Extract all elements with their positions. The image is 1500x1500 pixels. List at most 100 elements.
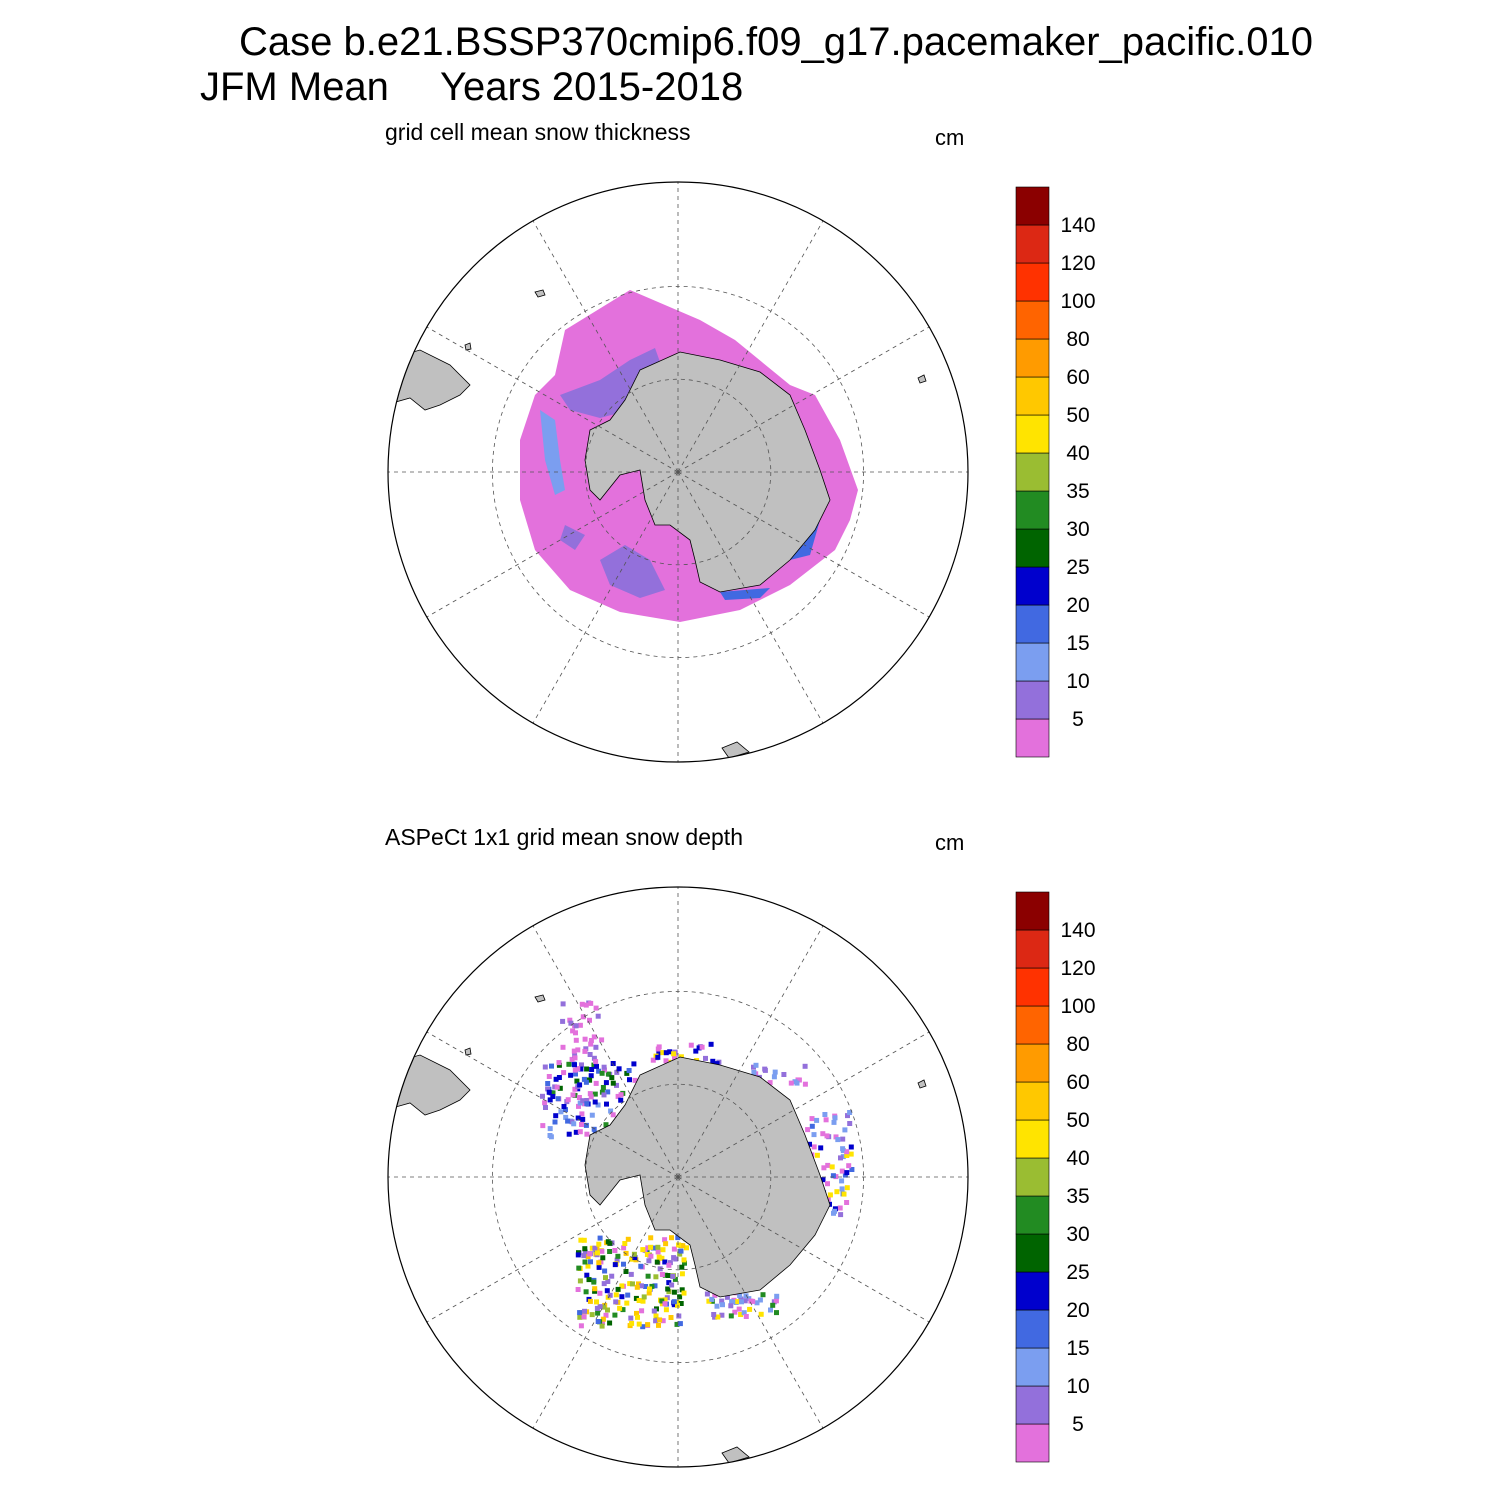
- colorbar-obs: 5 10 15 20 25 30 35 40 50 60 80 100 120 140: [1015, 891, 1096, 1463]
- observation-cell: [632, 1077, 638, 1083]
- map-gridlines: [388, 182, 968, 762]
- observation-cell: [615, 1093, 621, 1099]
- observation-cell: [583, 1122, 589, 1128]
- observation-cell: [602, 1268, 608, 1274]
- observation-cell: [592, 1099, 598, 1105]
- observation-cell: [831, 1119, 837, 1125]
- observation-cell: [545, 1086, 551, 1092]
- island-b: [464, 1047, 472, 1056]
- colorbar-tick-label: 25: [1066, 556, 1089, 579]
- observation-cell: [632, 1255, 638, 1261]
- observation-cell: [844, 1149, 850, 1155]
- observation-cell: [610, 1061, 616, 1066]
- colorbar-swatch: [1015, 718, 1050, 758]
- observation-cell: [566, 1061, 572, 1067]
- observation-cell: [659, 1298, 665, 1304]
- meridian-line: [426, 471, 679, 618]
- observation-cell: [601, 1064, 607, 1070]
- meridian-line: [677, 471, 930, 618]
- observation-cell: [616, 1066, 622, 1072]
- observation-cell: [641, 1294, 647, 1300]
- observation-cell: [635, 1314, 640, 1320]
- observation-cell: [563, 1107, 568, 1113]
- observation-cell: [728, 1303, 734, 1309]
- observation-cell: [584, 1098, 590, 1103]
- colorbar-swatch: [1015, 967, 1050, 1007]
- colorbar-tick-label: 25: [1066, 1261, 1089, 1284]
- observation-cell: [833, 1134, 839, 1140]
- observation-cell: [824, 1133, 830, 1139]
- observation-cell: [593, 1080, 599, 1086]
- colorbar-tick-label: 50: [1066, 404, 1089, 427]
- colorbar-swatch: [1015, 929, 1050, 969]
- meridian-line: [677, 220, 824, 473]
- observation-cell: [844, 1170, 850, 1176]
- observation-cell: [681, 1290, 687, 1296]
- observation-cell: [849, 1167, 855, 1172]
- observation-cell: [607, 1249, 613, 1254]
- meridian-line: [532, 220, 679, 473]
- observation-cell: [577, 1022, 583, 1028]
- colorbar-tick-label: 50: [1066, 1109, 1089, 1132]
- observation-cell: [679, 1271, 685, 1277]
- observation-cell: [674, 1299, 680, 1305]
- observation-cell: [593, 1005, 599, 1011]
- observation-cell: [591, 1034, 597, 1040]
- observation-cell: [580, 1098, 586, 1104]
- observation-cell: [662, 1259, 668, 1265]
- observation-cell: [619, 1294, 625, 1300]
- latitude-circle: [584, 1083, 772, 1271]
- observation-cell: [608, 1108, 614, 1114]
- observation-cell: [594, 1063, 599, 1069]
- island-c: [917, 374, 927, 384]
- observation-cell: [753, 1062, 759, 1068]
- season-label: JFM Mean: [200, 65, 389, 109]
- colorbar-tick-label: 100: [1060, 290, 1095, 313]
- observation-cell: [688, 1042, 694, 1048]
- observation-cell: [584, 1272, 590, 1278]
- colorbar-tick-label: 5: [1072, 708, 1084, 731]
- observation-cell: [844, 1200, 850, 1205]
- observation-cell: [844, 1153, 850, 1158]
- colorbar-swatch: [1015, 642, 1050, 682]
- polar-map-model: [387, 181, 969, 763]
- observation-cell: [656, 1050, 662, 1056]
- observation-cell: [704, 1291, 710, 1297]
- observation-cell: [668, 1315, 674, 1320]
- observation-cell: [577, 1314, 583, 1320]
- observation-cell: [648, 1244, 654, 1250]
- observation-cell: [646, 1258, 652, 1264]
- observation-cell: [587, 1091, 593, 1097]
- observation-cell: [540, 1123, 546, 1129]
- observation-cell: [654, 1259, 660, 1265]
- observation-cell: [742, 1298, 748, 1304]
- island-c: [917, 1079, 927, 1089]
- observation-cell: [666, 1262, 672, 1268]
- observation-cell: [710, 1058, 716, 1064]
- observation-cell: [556, 1062, 562, 1068]
- observation-cell: [612, 1262, 618, 1268]
- observation-cell: [591, 1062, 597, 1068]
- observation-cell: [639, 1308, 645, 1314]
- observation-cell: [825, 1162, 831, 1168]
- observation-cell: [542, 1064, 548, 1070]
- observation-cell: [600, 1255, 606, 1261]
- observation-cell: [600, 1085, 606, 1090]
- observation-cell: [678, 1301, 684, 1306]
- observation-cell: [656, 1322, 661, 1328]
- observation-cell: [809, 1123, 815, 1129]
- observation-cell: [631, 1061, 637, 1067]
- observation-cell: [719, 1312, 725, 1318]
- meridian-line: [532, 1176, 679, 1429]
- observation-cell: [657, 1317, 663, 1323]
- observation-cell: [566, 1131, 572, 1137]
- map-boundary: [387, 886, 969, 1468]
- observation-cell: [781, 1072, 787, 1077]
- colorbar-tick-label: 15: [1066, 632, 1089, 655]
- observation-cell: [640, 1298, 646, 1304]
- observation-cell: [615, 1253, 621, 1259]
- observation-cell: [603, 1312, 609, 1318]
- observation-cell: [595, 1310, 601, 1316]
- observation-cell: [565, 1097, 571, 1103]
- observation-cell: [757, 1297, 763, 1303]
